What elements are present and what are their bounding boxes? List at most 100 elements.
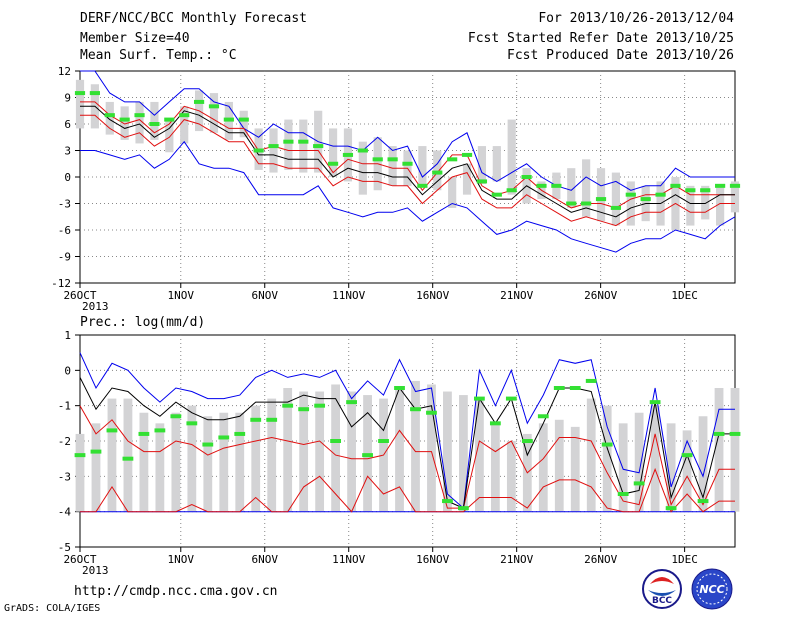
median-marker: [298, 139, 309, 144]
median-marker: [447, 157, 458, 162]
x-tick-label: 26NOV: [584, 289, 617, 302]
ensemble-box: [315, 391, 325, 512]
ensemble-box: [730, 388, 740, 512]
ensemble-box: [123, 398, 133, 512]
median-marker: [640, 197, 651, 202]
median-marker: [521, 175, 532, 179]
y-tick-label: 0: [64, 364, 71, 377]
ensemble-box: [331, 384, 341, 512]
median-marker: [298, 407, 310, 412]
ensemble-box: [507, 119, 516, 195]
median-marker: [700, 188, 711, 193]
median-marker: [154, 428, 166, 433]
ensemble-box: [203, 416, 213, 512]
median-marker: [342, 152, 354, 157]
ensemble-box: [427, 384, 436, 512]
y-tick-label: -9: [58, 251, 71, 264]
ensemble-box: [358, 141, 367, 195]
median-marker: [521, 439, 533, 443]
ncc-logo: [691, 568, 733, 610]
median-marker: [473, 396, 485, 401]
median-marker: [625, 192, 636, 197]
ensemble-box: [150, 101, 159, 140]
median-marker: [346, 400, 357, 405]
median-marker: [122, 456, 134, 461]
median-marker: [713, 431, 725, 436]
ensemble-box: [135, 101, 144, 144]
median-marker: [633, 481, 645, 486]
median-marker: [595, 197, 607, 202]
median-marker: [253, 148, 264, 153]
median-marker: [372, 157, 383, 162]
ensemble-box: [586, 398, 596, 512]
x-tick-label: 11NOV: [332, 553, 365, 566]
ensemble-box: [433, 150, 442, 191]
x-tick-label: 21NOV: [500, 289, 533, 302]
logos: BCC NCC: [642, 568, 733, 610]
median-marker: [569, 386, 581, 390]
median-marker: [378, 439, 389, 443]
median-marker: [106, 428, 118, 433]
series-mean-line: [80, 105, 735, 218]
y-tick-label: 6: [64, 118, 71, 131]
ensemble-box: [443, 391, 452, 512]
median-marker: [505, 396, 517, 401]
ensemble-box: [299, 391, 309, 512]
ensemble-box: [269, 128, 278, 173]
median-marker: [458, 506, 469, 511]
median-marker: [491, 192, 502, 197]
ensemble-box: [284, 119, 293, 170]
ensemble-box: [716, 185, 725, 226]
median-marker: [327, 161, 339, 166]
median-marker: [432, 170, 443, 175]
series-max-line: [80, 70, 735, 191]
x-tick-label: 21NOV: [500, 553, 533, 566]
ensemble-box: [474, 398, 484, 512]
x-tick-label: 16NOV: [416, 553, 449, 566]
median-marker: [313, 144, 324, 149]
source-url[interactable]: http://cmdp.ncc.cma.gov.cn: [74, 584, 278, 599]
ensemble-box: [686, 185, 695, 226]
median-marker: [202, 442, 214, 447]
median-marker: [553, 386, 565, 390]
ensemble-box: [567, 168, 576, 208]
y-tick-label: -2: [58, 435, 71, 448]
ensemble-box: [219, 412, 229, 512]
ensemble-box: [171, 412, 181, 512]
median-marker: [268, 144, 279, 149]
ensemble-box: [105, 101, 114, 135]
x-year-label: 2013: [82, 300, 109, 313]
median-marker: [670, 183, 681, 188]
y-tick-label: -1: [58, 400, 71, 413]
ensemble-box: [155, 423, 165, 512]
x-tick-label: 26NOV: [584, 553, 617, 566]
median-marker: [223, 117, 234, 122]
median-marker: [649, 400, 661, 405]
median-marker: [357, 148, 368, 153]
median-marker: [506, 188, 517, 193]
ensemble-box: [730, 181, 740, 213]
median-marker: [729, 183, 741, 188]
y-tick-label: -3: [58, 198, 71, 211]
y-tick-label: -5: [58, 541, 71, 554]
bcc-logo: [642, 569, 682, 609]
ensemble-box: [618, 423, 628, 512]
median-marker: [394, 386, 405, 390]
series-max-line: [79, 352, 735, 510]
ncc-logo-text: NCC: [699, 583, 724, 596]
ensemble-box: [388, 146, 397, 186]
series-min-line: [80, 140, 736, 253]
median-marker: [566, 201, 577, 206]
ensemble-box: [209, 93, 219, 133]
y-tick-label: -12: [51, 277, 71, 290]
ensemble-box: [165, 119, 174, 153]
y-tick-label: 0: [64, 171, 71, 184]
ensemble-box: [139, 412, 149, 512]
x-tick-label: 1NOV: [168, 289, 195, 302]
y-tick-label: -4: [58, 506, 72, 519]
ensemble-box: [75, 79, 85, 129]
y-tick-label: -3: [58, 470, 71, 483]
ensemble-box: [347, 391, 356, 512]
median-marker: [402, 161, 413, 166]
